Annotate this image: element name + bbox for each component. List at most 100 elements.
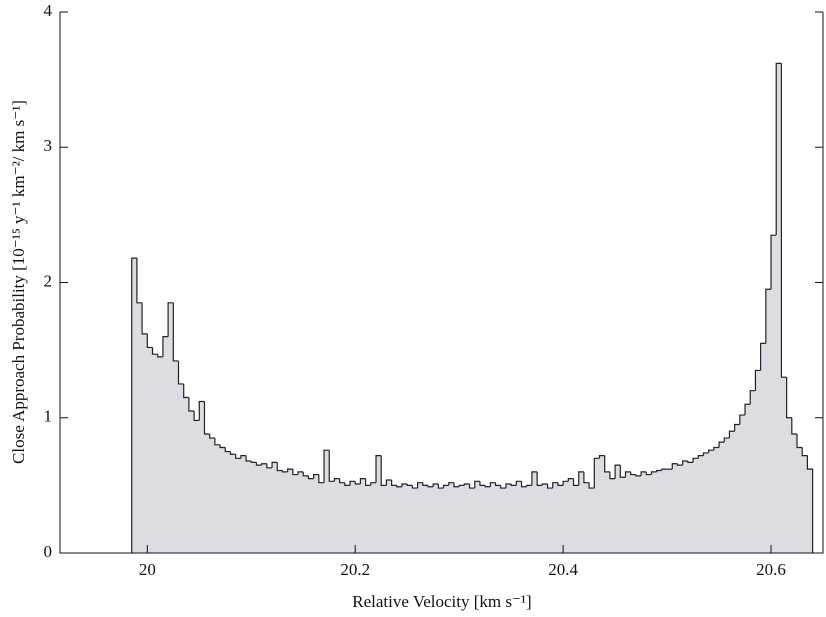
- histogram-bar: [298, 471, 304, 553]
- histogram-edge: [614, 464, 621, 479]
- histogram-bar: [667, 469, 673, 553]
- histogram-bar: [469, 488, 476, 553]
- histogram-bar: [713, 447, 720, 553]
- histogram-bar: [365, 485, 372, 553]
- histogram-edge: [786, 377, 792, 419]
- histogram-bar: [807, 469, 813, 553]
- histogram-edge: [749, 390, 756, 405]
- histogram-bar: [734, 424, 741, 553]
- histogram-edge: [728, 430, 735, 439]
- histogram-edge: [723, 437, 730, 443]
- histogram-bar: [755, 370, 761, 553]
- histogram-edge: [276, 462, 283, 472]
- histogram-bar: [168, 302, 174, 553]
- histogram-edge: [604, 455, 610, 473]
- histogram-bar: [479, 485, 486, 553]
- histogram-bar: [568, 478, 574, 553]
- histogram-bar: [251, 462, 257, 553]
- histogram-edge: [697, 455, 704, 459]
- histogram-edge: [422, 482, 428, 486]
- histogram-edge: [328, 450, 335, 482]
- histogram-bar: [303, 475, 309, 553]
- histogram-bar: [277, 470, 283, 553]
- histogram-edge: [297, 471, 304, 475]
- histogram-edge: [739, 414, 746, 425]
- histogram-bar: [563, 481, 569, 553]
- histogram-edge: [151, 347, 158, 355]
- histogram-edge: [578, 471, 584, 486]
- histogram-edge: [630, 471, 636, 476]
- histogram-bar: [505, 484, 512, 553]
- histogram-bar: [344, 485, 351, 553]
- histogram-bar: [324, 450, 330, 553]
- histogram-edge: [177, 360, 184, 385]
- histogram-edge: [437, 484, 444, 489]
- histogram-edge: [796, 433, 803, 449]
- histogram-bar: [261, 463, 268, 553]
- histogram-bar: [786, 417, 793, 553]
- histogram-bar: [438, 488, 444, 553]
- histogram-edge: [344, 482, 351, 486]
- histogram-edge: [713, 446, 720, 451]
- histogram-bar: [765, 289, 772, 553]
- histogram-bar: [453, 486, 460, 553]
- histogram-edge: [250, 461, 257, 463]
- histogram-bar: [682, 461, 689, 553]
- histogram-edge: [131, 257, 137, 553]
- histogram-bar: [620, 477, 626, 553]
- histogram-bar: [464, 484, 470, 553]
- histogram-bar: [225, 451, 231, 553]
- histogram-bar: [272, 462, 278, 553]
- histogram-edge: [541, 483, 548, 486]
- histogram-bar: [329, 481, 335, 553]
- histogram-edge: [453, 482, 460, 488]
- y-axis-label: Close Approach Probability [10⁻¹⁵ y⁻¹ km…: [9, 100, 28, 464]
- histogram-bar: [376, 455, 382, 553]
- histogram-bar: [641, 471, 647, 553]
- histogram-bar: [459, 485, 465, 553]
- histogram-bar: [724, 438, 730, 553]
- histogram-bar: [693, 458, 699, 553]
- histogram-edge: [203, 401, 210, 435]
- x-tick-label: 20.2: [340, 560, 370, 579]
- histogram-edge: [656, 469, 662, 472]
- histogram-edge: [650, 471, 657, 475]
- histogram-bar: [318, 482, 325, 553]
- histogram-bar: [594, 458, 600, 553]
- histogram-bar: [557, 485, 564, 553]
- histogram-bar: [235, 458, 242, 553]
- histogram-bar: [771, 235, 777, 553]
- histogram-edge: [536, 471, 543, 486]
- histogram-edge: [214, 438, 221, 446]
- histogram-bar: [292, 474, 299, 553]
- histogram-edge: [692, 457, 699, 463]
- histogram-edge: [235, 454, 241, 459]
- histogram-edge: [219, 444, 226, 449]
- histogram-bar: [687, 462, 694, 553]
- histogram-bar: [542, 484, 548, 553]
- y-tick-label: 0: [44, 542, 53, 561]
- histogram-edge: [718, 441, 725, 448]
- histogram-bar: [214, 444, 221, 553]
- histogram-bar: [609, 478, 616, 553]
- histogram-bar: [162, 336, 169, 553]
- histogram-bar: [781, 377, 787, 553]
- histogram-bar: [334, 478, 340, 553]
- histogram-edge: [198, 400, 205, 421]
- histogram-edge: [619, 465, 626, 478]
- histogram-bar: [220, 447, 226, 553]
- histogram-edge: [593, 457, 600, 489]
- histogram-edge: [531, 471, 538, 486]
- histogram-bar: [698, 455, 704, 553]
- histogram-bar: [625, 471, 631, 553]
- histogram-bar: [209, 438, 216, 553]
- histogram-edge: [427, 485, 434, 488]
- histogram-bar: [412, 488, 418, 553]
- histogram-edge: [754, 369, 761, 391]
- histogram-edge: [157, 354, 163, 358]
- histogram-edge: [494, 482, 501, 486]
- histogram-bar: [136, 302, 143, 553]
- histogram-bar: [173, 360, 179, 553]
- histogram-bar: [547, 488, 554, 553]
